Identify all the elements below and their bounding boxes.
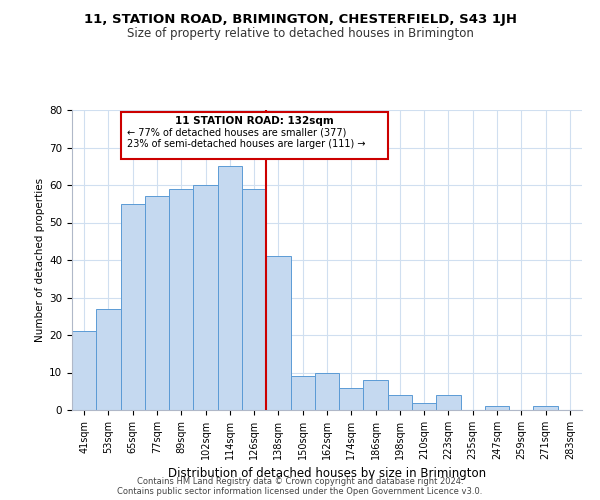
- Bar: [290, 376, 315, 410]
- Bar: [364, 380, 388, 410]
- Bar: [121, 204, 145, 410]
- Text: ← 77% of detached houses are smaller (377): ← 77% of detached houses are smaller (37…: [127, 128, 346, 138]
- Bar: [218, 166, 242, 410]
- Bar: [485, 406, 509, 410]
- Text: Contains HM Land Registry data © Crown copyright and database right 2024.: Contains HM Land Registry data © Crown c…: [137, 477, 463, 486]
- Bar: [72, 331, 96, 410]
- FancyBboxPatch shape: [121, 112, 388, 159]
- Bar: [96, 308, 121, 410]
- Y-axis label: Number of detached properties: Number of detached properties: [35, 178, 45, 342]
- Text: 11 STATION ROAD: 132sqm: 11 STATION ROAD: 132sqm: [175, 116, 334, 126]
- Text: Contains public sector information licensed under the Open Government Licence v3: Contains public sector information licen…: [118, 487, 482, 496]
- Bar: [339, 388, 364, 410]
- Bar: [412, 402, 436, 410]
- Bar: [436, 395, 461, 410]
- Bar: [533, 406, 558, 410]
- Text: Size of property relative to detached houses in Brimington: Size of property relative to detached ho…: [127, 28, 473, 40]
- Bar: [242, 188, 266, 410]
- Text: 11, STATION ROAD, BRIMINGTON, CHESTERFIELD, S43 1JH: 11, STATION ROAD, BRIMINGTON, CHESTERFIE…: [83, 12, 517, 26]
- Bar: [169, 188, 193, 410]
- Bar: [315, 372, 339, 410]
- Bar: [388, 395, 412, 410]
- Text: 23% of semi-detached houses are larger (111) →: 23% of semi-detached houses are larger (…: [127, 139, 365, 149]
- Bar: [193, 185, 218, 410]
- Bar: [145, 196, 169, 410]
- Bar: [266, 256, 290, 410]
- X-axis label: Distribution of detached houses by size in Brimington: Distribution of detached houses by size …: [168, 468, 486, 480]
